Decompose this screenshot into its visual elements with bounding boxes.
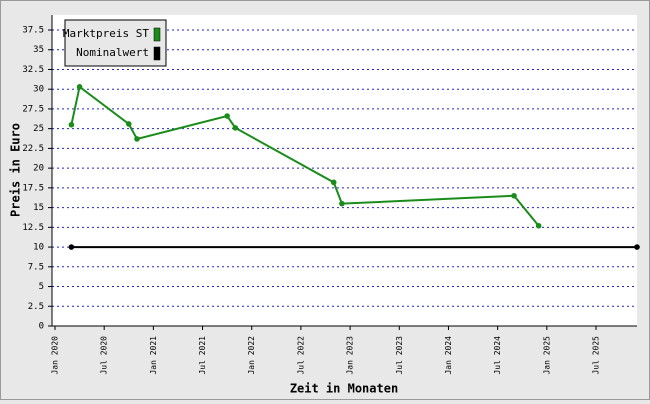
x-axis-title: Zeit in Monaten: [290, 382, 398, 396]
point: [224, 113, 230, 119]
y-tick-label: 30: [33, 85, 44, 95]
x-tick-label: Jan 2020: [51, 336, 60, 375]
x-tick-label: Jan 2022: [247, 336, 256, 375]
plot-area: [52, 15, 637, 326]
y-tick-label: 10: [33, 243, 44, 253]
y-tick-label: 37.5: [22, 25, 44, 35]
y-tick-label: 32.5: [22, 65, 44, 75]
point: [134, 136, 140, 142]
x-tick-label: Jan 2021: [149, 336, 158, 375]
y-axis-title: Preis in Euro: [9, 123, 23, 217]
x-tick-label: Jul 2023: [395, 336, 404, 375]
point: [634, 244, 640, 250]
point: [76, 84, 83, 90]
point: [339, 200, 345, 207]
point: [232, 125, 239, 131]
x-tick-label: Jul 2024: [493, 336, 502, 375]
legend-swatch: [153, 27, 161, 42]
x-tick-label: Jan 2025: [542, 336, 551, 375]
point: [511, 192, 517, 199]
x-tick-label: Jul 2021: [198, 336, 207, 375]
point: [68, 121, 75, 128]
y-tick-label: 20: [33, 164, 44, 174]
y-tick-label: 2.5: [28, 302, 44, 312]
x-tick-label: Jan 2023: [346, 336, 355, 375]
x-tick-label: Jul 2020: [100, 336, 109, 375]
point: [68, 244, 75, 250]
y-tick-label: 12.5: [22, 223, 44, 233]
x-tick-label: Jan 2024: [444, 336, 453, 375]
y-tick-label: 15: [33, 203, 44, 213]
line: [70, 85, 540, 227]
y-tick-label: 25: [33, 124, 44, 134]
y-tick-label: 7.5: [28, 262, 44, 272]
point: [330, 179, 337, 186]
legend-label: Marktpreis ST: [63, 27, 149, 40]
y-tick-label: 17.5: [22, 183, 44, 193]
legend-box: [64, 19, 167, 67]
x-tick-label: Jul 2025: [592, 336, 601, 375]
y-tick-label: 5: [39, 282, 44, 292]
x-tick-label: Jul 2022: [296, 336, 305, 375]
point: [125, 121, 132, 127]
y-tick-label: 22.5: [22, 144, 44, 154]
legend-label: Nominalwert: [76, 46, 149, 59]
point: [535, 222, 542, 229]
y-tick-label: 0: [39, 322, 44, 332]
legend: Marktpreis ST Nominalwert: [63, 19, 167, 67]
y-tick-label: 27.5: [22, 104, 44, 114]
y-tick-label: 35: [33, 45, 44, 55]
legend-swatch: [153, 46, 161, 61]
